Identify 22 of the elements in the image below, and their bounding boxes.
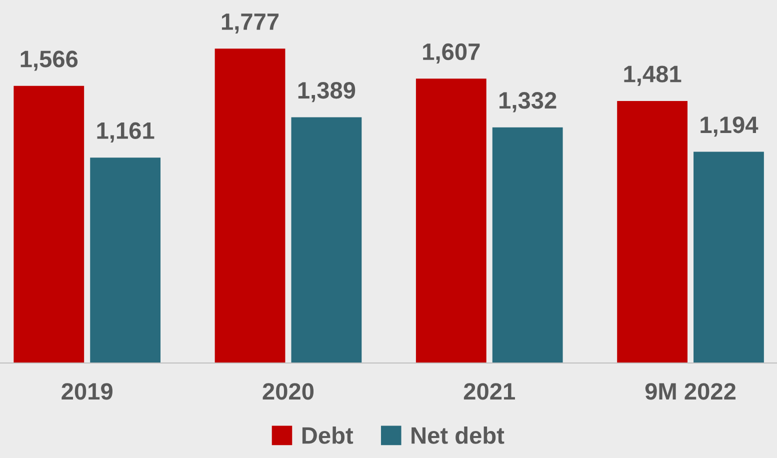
x-tick-label: 2020 xyxy=(262,383,314,400)
bar xyxy=(291,117,362,363)
data-label: 1,481 xyxy=(624,66,682,86)
data-label: 1,777 xyxy=(222,14,279,34)
data-label: 1,161 xyxy=(97,122,154,142)
bar xyxy=(90,158,161,363)
bar xyxy=(694,152,764,363)
legend-label: Debt xyxy=(302,426,354,444)
x-tick-label: 2019 xyxy=(62,383,112,400)
bar xyxy=(214,48,286,363)
data-label: 1,607 xyxy=(423,43,480,64)
bar xyxy=(416,78,486,363)
bar xyxy=(617,100,688,363)
data-label: 1,194 xyxy=(700,116,758,137)
bar xyxy=(14,86,84,363)
x-tick-label: 2021 xyxy=(464,383,515,400)
legend-label: Net debt xyxy=(412,426,504,444)
data-label: 1,332 xyxy=(500,92,556,112)
data-label: 1,566 xyxy=(20,50,78,71)
x-tick-label: 9M 2022 xyxy=(645,383,736,400)
data-label: 1,389 xyxy=(298,82,356,102)
bar xyxy=(492,127,563,363)
